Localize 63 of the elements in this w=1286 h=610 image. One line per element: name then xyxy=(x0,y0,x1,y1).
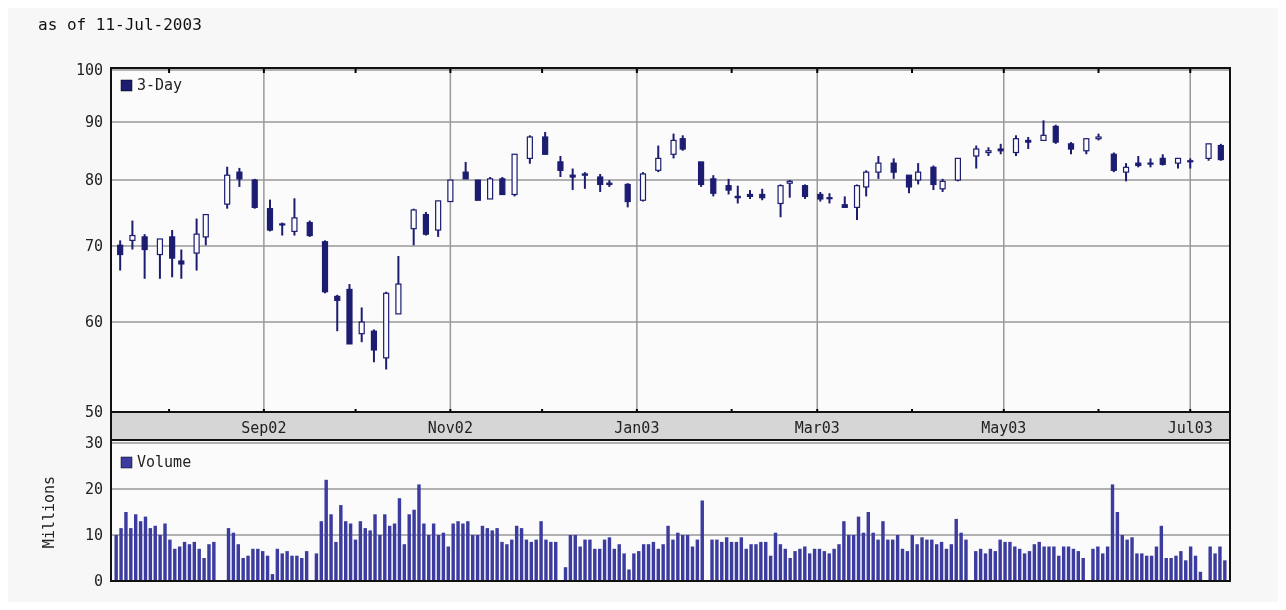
y-tick-label: 0 xyxy=(93,572,103,590)
candlestick xyxy=(370,328,378,364)
candlestick xyxy=(169,229,176,279)
candlestick xyxy=(156,237,164,280)
candlestick xyxy=(474,179,481,202)
candlestick xyxy=(236,166,243,188)
candlestick xyxy=(624,182,631,209)
candlestick xyxy=(193,217,200,272)
candlestick xyxy=(777,183,784,219)
candlestick xyxy=(1012,134,1020,158)
y-tick-label: 80 xyxy=(84,171,103,190)
candlestick xyxy=(905,174,913,195)
candlestick xyxy=(422,210,430,237)
candlestick xyxy=(890,157,897,180)
candlestick xyxy=(853,183,861,221)
x-tick-label: Nov02 xyxy=(427,419,473,437)
candlestick xyxy=(178,248,185,280)
y-tick-label: 60 xyxy=(84,313,103,332)
candlestick xyxy=(117,239,124,272)
y-tick-label: 10 xyxy=(84,526,103,544)
candlestick xyxy=(1187,157,1194,170)
legend-label: Volume xyxy=(137,453,192,471)
candlestick xyxy=(863,169,870,198)
candlestick xyxy=(710,174,717,198)
candlestick xyxy=(1122,162,1130,183)
x-tick-label: Jul03 xyxy=(1167,419,1213,437)
candlestick xyxy=(141,233,148,280)
candlestick xyxy=(291,197,298,237)
legend-label: 3-Day xyxy=(137,76,183,94)
candlestick xyxy=(569,167,576,192)
candlestick xyxy=(358,306,365,344)
chart-title: as of 11-Jul-2003 xyxy=(38,15,202,34)
x-tick-label: May03 xyxy=(981,419,1027,437)
candlestick xyxy=(557,155,564,179)
candlestick xyxy=(875,155,882,180)
y-tick-label: 70 xyxy=(84,236,103,255)
y-tick-label: 50 xyxy=(84,403,103,421)
x-tick-label: Jan03 xyxy=(614,419,660,437)
candlestick xyxy=(410,207,417,247)
candlestick xyxy=(670,132,677,160)
candlestick xyxy=(334,293,341,333)
candlestick xyxy=(930,164,937,192)
candlestick xyxy=(1110,151,1117,174)
candlestick xyxy=(202,213,209,247)
candlestick xyxy=(915,162,922,186)
candlestick xyxy=(526,134,533,165)
candlestick xyxy=(266,198,274,233)
candlestick xyxy=(655,144,662,174)
candlestick xyxy=(973,144,980,170)
x-tick-label: Mar03 xyxy=(794,419,840,437)
candlestick xyxy=(697,160,705,188)
candlestick xyxy=(129,219,136,251)
y-tick-label: 30 xyxy=(84,434,103,452)
y-tick-label: 20 xyxy=(84,480,103,498)
candlestick xyxy=(1040,119,1047,142)
y-tick-label: 90 xyxy=(84,112,103,131)
candlestick xyxy=(1052,123,1059,145)
candlestick xyxy=(542,130,549,156)
candlestick xyxy=(487,176,494,200)
y-tick-label: 100 xyxy=(75,61,103,79)
y-axis-title: Millions xyxy=(40,475,58,549)
candlestick xyxy=(447,179,454,203)
x-tick-label: Sep02 xyxy=(241,419,287,437)
